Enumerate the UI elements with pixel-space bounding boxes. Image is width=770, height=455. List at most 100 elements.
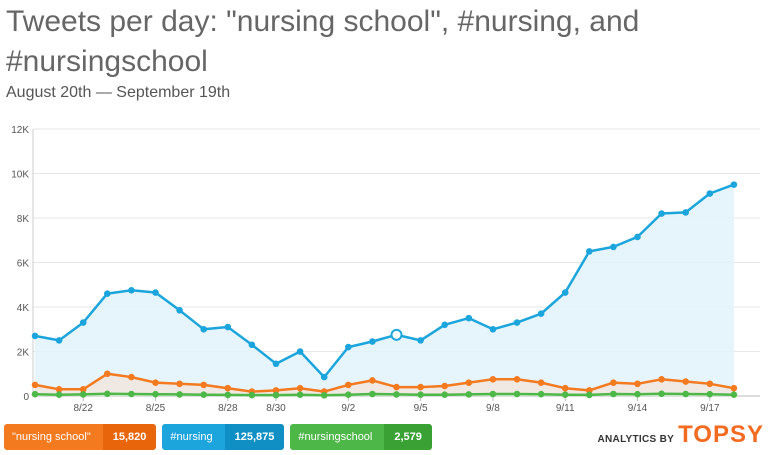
data-point[interactable]: [513, 376, 521, 383]
data-point[interactable]: [513, 390, 521, 398]
data-point[interactable]: [224, 384, 232, 392]
data-point[interactable]: [200, 381, 207, 389]
data-point[interactable]: [104, 390, 111, 398]
data-point[interactable]: [128, 287, 135, 294]
data-point[interactable]: [200, 391, 207, 398]
data-point[interactable]: [489, 325, 497, 333]
data-point[interactable]: [176, 307, 183, 314]
data-point[interactable]: [537, 310, 545, 317]
data-point[interactable]: [248, 341, 256, 349]
data-point[interactable]: [31, 332, 39, 340]
data-point[interactable]: [248, 391, 256, 399]
data-point[interactable]: [441, 391, 449, 398]
legend: "nursing school" 15,820 #nursing 125,875 #nu…: [4, 424, 432, 450]
data-point[interactable]: [345, 381, 352, 389]
y-tick-label: 4K: [17, 303, 30, 314]
x-tick-label: 9/5: [414, 403, 428, 414]
legend-series-total: 125,875: [224, 424, 285, 450]
x-tick-label: 8/28: [218, 403, 238, 414]
data-point[interactable]: [104, 290, 111, 297]
data-point[interactable]: [200, 325, 207, 333]
data-point[interactable]: [55, 337, 63, 344]
data-point[interactable]: [706, 390, 714, 398]
data-point[interactable]: [79, 386, 87, 393]
data-point[interactable]: [296, 391, 304, 398]
data-point[interactable]: [390, 328, 403, 341]
data-point[interactable]: [31, 390, 39, 398]
data-point[interactable]: [417, 391, 424, 398]
data-point[interactable]: [369, 338, 376, 345]
data-point[interactable]: [79, 319, 87, 326]
data-point[interactable]: [610, 243, 617, 251]
data-point[interactable]: [561, 391, 569, 398]
legend-item[interactable]: #nursingschool 2,579: [290, 424, 432, 450]
data-point[interactable]: [417, 337, 424, 344]
data-point[interactable]: [610, 390, 617, 398]
y-tick-label: 8K: [17, 214, 30, 225]
data-point[interactable]: [320, 392, 328, 399]
data-point[interactable]: [55, 386, 63, 393]
data-point[interactable]: [634, 233, 641, 241]
data-point[interactable]: [658, 390, 665, 398]
data-point[interactable]: [176, 391, 183, 398]
data-point[interactable]: [682, 390, 689, 398]
data-point[interactable]: [634, 380, 641, 388]
x-tick-label: 9/8: [486, 403, 500, 414]
data-point[interactable]: [320, 373, 328, 381]
data-point[interactable]: [417, 383, 424, 391]
data-point[interactable]: [561, 384, 569, 392]
data-point[interactable]: [513, 319, 521, 326]
data-point[interactable]: [658, 210, 665, 217]
data-point[interactable]: [296, 384, 304, 392]
data-point[interactable]: [634, 390, 641, 398]
data-point[interactable]: [730, 181, 738, 188]
data-point[interactable]: [537, 390, 545, 398]
data-point[interactable]: [224, 391, 232, 399]
data-point[interactable]: [369, 377, 376, 384]
y-tick-label: 6K: [17, 259, 30, 270]
data-point[interactable]: [682, 209, 689, 216]
data-point[interactable]: [441, 321, 449, 329]
data-point[interactable]: [537, 379, 545, 386]
data-point[interactable]: [393, 391, 400, 398]
legend-series-name: "nursing school": [4, 424, 103, 450]
data-point[interactable]: [296, 348, 304, 355]
data-point[interactable]: [272, 387, 280, 394]
data-point[interactable]: [730, 384, 738, 392]
data-point[interactable]: [31, 381, 39, 389]
data-point[interactable]: [79, 391, 87, 398]
data-point[interactable]: [706, 380, 714, 388]
data-point[interactable]: [465, 379, 473, 386]
data-point[interactable]: [152, 379, 159, 386]
data-point[interactable]: [128, 390, 135, 398]
data-point[interactable]: [489, 376, 497, 383]
data-point[interactable]: [224, 323, 232, 331]
data-point[interactable]: [272, 360, 280, 368]
data-point[interactable]: [104, 370, 111, 378]
data-point[interactable]: [152, 289, 159, 296]
x-tick-label: 8/25: [146, 403, 166, 414]
data-point[interactable]: [730, 391, 738, 398]
data-point[interactable]: [128, 373, 135, 381]
data-point[interactable]: [610, 379, 617, 386]
data-point[interactable]: [152, 390, 159, 398]
legend-item[interactable]: "nursing school" 15,820: [4, 424, 157, 450]
data-point[interactable]: [489, 390, 497, 398]
data-point[interactable]: [658, 376, 665, 383]
data-point[interactable]: [465, 391, 473, 398]
data-point[interactable]: [393, 383, 400, 391]
data-point[interactable]: [176, 380, 183, 388]
data-point[interactable]: [561, 289, 569, 296]
data-point[interactable]: [682, 378, 689, 385]
data-point[interactable]: [369, 390, 376, 398]
data-point[interactable]: [441, 382, 449, 390]
data-point[interactable]: [586, 391, 593, 399]
data-point[interactable]: [272, 391, 280, 399]
data-point[interactable]: [586, 248, 593, 255]
data-point[interactable]: [345, 391, 352, 398]
data-point[interactable]: [706, 190, 714, 197]
data-point[interactable]: [345, 343, 352, 351]
data-point[interactable]: [465, 314, 473, 322]
legend-item[interactable]: #nursing 125,875: [162, 424, 285, 450]
data-point[interactable]: [55, 391, 63, 398]
